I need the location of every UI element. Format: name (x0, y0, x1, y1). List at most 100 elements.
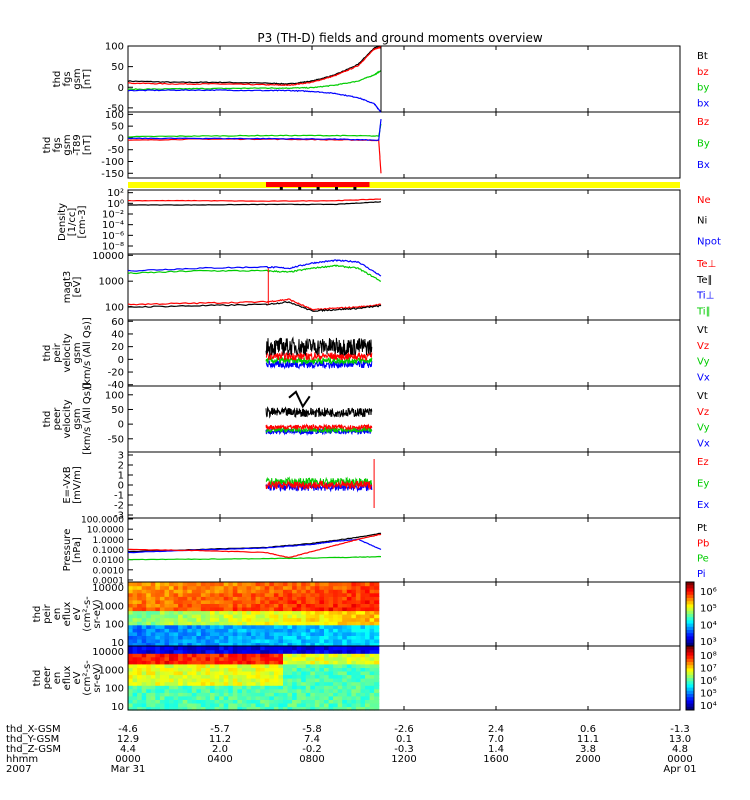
spectrogram-cell-peer (255, 674, 261, 679)
spectrogram-cell-peir (365, 582, 371, 587)
spectrogram-cell-peir (191, 596, 197, 601)
spectrogram-cell-peer (155, 685, 161, 690)
spectrogram-cell-peir (264, 592, 270, 597)
spectrogram-cell-peer (237, 681, 243, 686)
spectrogram-cell-peer (210, 663, 216, 668)
spectrogram-cell-peir (264, 582, 270, 587)
spectrogram-cell-peer (251, 653, 257, 658)
spectrogram-cell-peer (146, 692, 152, 697)
spectrogram-cell-peir (178, 628, 184, 633)
spectrogram-cell-peir (310, 596, 316, 601)
ylabel-peer_en: sr-eV) (92, 663, 103, 692)
spectrogram-cell-peir (314, 589, 321, 594)
spectrogram-cell-peer (369, 702, 375, 708)
spectrogram-cell-peir (328, 589, 334, 594)
spectrogram-cell-peir (164, 582, 170, 587)
spectrogram-cell-peer (369, 660, 375, 665)
legend-fgs_t89-Bz: Bz (697, 117, 709, 128)
spectrogram-cell-peer (182, 681, 188, 686)
spectrogram-cell-peir (223, 603, 229, 608)
spectrogram-cell-peir (150, 592, 156, 597)
spectrogram-cell-peer (132, 656, 138, 661)
spectrogram-cell-peer (374, 649, 380, 654)
spectrogram-cell-peer (351, 688, 357, 693)
spectrogram-cell-peir (283, 585, 289, 590)
spectrogram-cell-peir (128, 631, 134, 636)
spectrogram-cell-peir (246, 585, 252, 590)
spectrogram-cell-peir (346, 582, 352, 587)
spectrogram-cell-peer (283, 663, 289, 668)
spectrogram-cell-peer (374, 699, 380, 704)
spectrogram-cell-peer (310, 695, 316, 700)
spectrogram-cell-peir (337, 585, 343, 590)
spectrogram-cell-peir (260, 592, 266, 597)
spectrogram-cell-peir (191, 582, 197, 587)
spectrogram-cell-peir (251, 599, 257, 604)
spectrogram-cell-peer (337, 667, 343, 672)
spectrogram-cell-peer (214, 660, 220, 665)
spectrogram-cell-peer (283, 688, 289, 693)
spectrogram-cell-peir (255, 621, 261, 626)
spectrogram-cell-peer (355, 706, 362, 711)
spectrogram-cell-peer (214, 649, 220, 654)
quality-bar-tick (335, 187, 338, 190)
ylabel-peer_en: en (52, 672, 63, 685)
spectrogram-cell-peer (255, 649, 261, 654)
spectrogram-cell-peir (200, 631, 207, 636)
spectrogram-cell-peir (200, 624, 207, 629)
spectrogram-cell-peer (150, 653, 156, 658)
spectrogram-cell-peir (219, 621, 225, 626)
spectrogram-cell-peer (310, 699, 316, 704)
spectrogram-cell-peer (223, 653, 229, 658)
spectrogram-cell-peir (205, 617, 211, 622)
spectrogram-cell-peer (232, 688, 238, 693)
spectrogram-cell-peer (355, 660, 362, 665)
spectrogram-cell-peer (232, 702, 238, 708)
spectrogram-cell-peir (232, 617, 238, 622)
ylabel-density: Density (57, 203, 68, 241)
spectrogram-cell-peir (132, 628, 138, 633)
spectrogram-cell-peir (196, 585, 202, 590)
spectrogram-cell-peer (187, 692, 193, 697)
spectrogram-cell-peer (264, 656, 270, 661)
spectrogram-cell-peir (223, 599, 229, 604)
ytick-label-peir_en: 10000 (92, 583, 124, 594)
spectrogram-cell-peer (187, 649, 193, 654)
spectrogram-cell-peir (324, 589, 330, 594)
spectrogram-cell-peer (360, 678, 366, 683)
spectrogram-cell-peir (182, 585, 188, 590)
spectrogram-cell-peer (164, 667, 170, 672)
spectrogram-cell-peer (264, 670, 270, 676)
ytick-label-fgs_t89: 50 (111, 122, 124, 133)
spectrogram-cell-peir (269, 624, 275, 629)
spectrogram-cell-peir (141, 599, 147, 604)
spectrogram-cell-peer (292, 688, 298, 693)
spectrogram-cell-peir (242, 614, 248, 619)
spectrogram-cell-peir (360, 582, 366, 587)
colorbar-cell-peir (686, 585, 694, 589)
spectrogram-cell-peir (342, 638, 348, 644)
spectrogram-cell-peer (287, 688, 293, 693)
spectrogram-cell-peer (242, 646, 248, 651)
legend-peir_vel-Vt: Vt (697, 325, 708, 336)
spectrogram-cell-peer (191, 685, 197, 690)
spectrogram-cell-peir (146, 585, 152, 590)
spectrogram-cell-peir (314, 631, 321, 636)
spectrogram-cell-peir (342, 635, 348, 640)
spectrogram-cell-peir (283, 614, 289, 619)
spectrogram-cell-peer (365, 681, 371, 686)
ytick-label-efield: -1 (114, 491, 124, 502)
xaxis-value: 11.2 (209, 734, 231, 745)
legend-efield-Ez: Ez (697, 457, 709, 468)
spectrogram-cell-peer (210, 702, 216, 708)
spectrogram-cell-peer (324, 646, 330, 651)
spectrogram-cell-peer (287, 678, 293, 683)
quality-bar-tick (353, 187, 357, 190)
spectrogram-cell-peer (210, 674, 216, 679)
spectrogram-cell-peer (269, 692, 275, 697)
spectrogram-cell-peer (369, 646, 375, 651)
spectrogram-cell-peer (305, 653, 311, 658)
spectrogram-cell-peer (342, 688, 348, 693)
spectrogram-cell-peer (128, 649, 134, 654)
spectrogram-cell-peir (182, 582, 188, 587)
